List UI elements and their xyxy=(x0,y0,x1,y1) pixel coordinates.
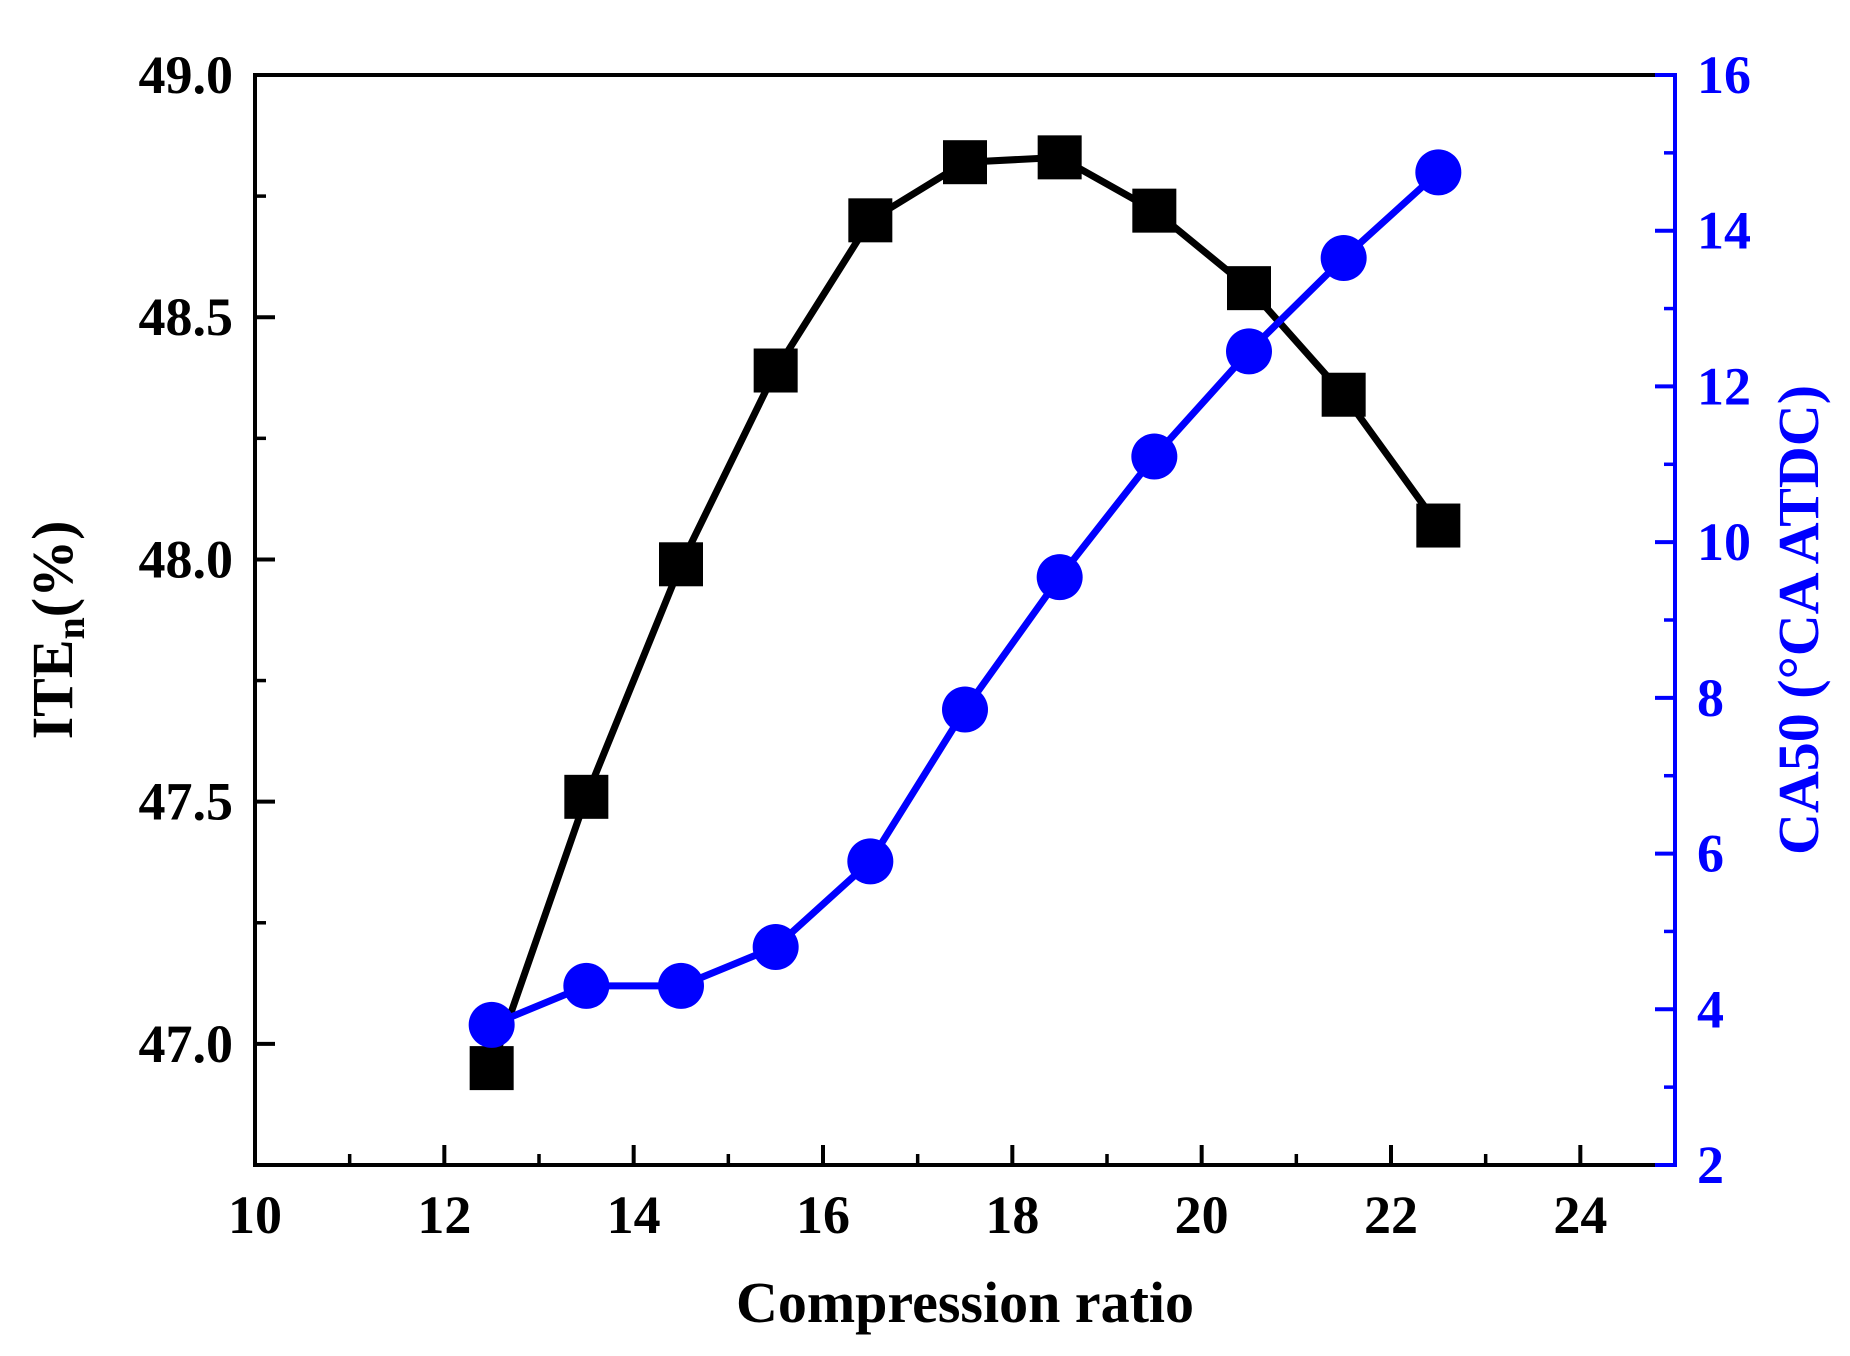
y-left-tick-label: 48.0 xyxy=(139,529,234,589)
marker-iten-square xyxy=(564,774,609,819)
marker-ca50-circle xyxy=(1131,433,1178,480)
y-right-tick-label: 14 xyxy=(1697,201,1751,261)
x-tick-label: 12 xyxy=(417,1185,471,1245)
marker-ca50-circle xyxy=(752,924,799,970)
y-left-tick-label: 47.5 xyxy=(139,772,234,832)
y-left-title-main: ITE xyxy=(20,639,85,739)
marker-ca50-circle xyxy=(847,838,894,885)
x-tick-label: 22 xyxy=(1364,1185,1418,1245)
plot-frame xyxy=(253,73,1677,1167)
marker-ca50-circle xyxy=(468,1001,515,1048)
y-left-tick-label: 49.0 xyxy=(139,45,234,105)
marker-ca50-circle xyxy=(1320,234,1367,281)
y-left-axis-title: ITEn(%) xyxy=(20,521,93,740)
x-tick-label: 20 xyxy=(1175,1185,1229,1245)
x-tick-label: 10 xyxy=(228,1185,282,1245)
marker-iten-square xyxy=(1321,372,1366,417)
y-right-tick-label: 10 xyxy=(1697,512,1751,572)
y-left-title-sub: n xyxy=(48,617,93,639)
y-right-axis-title: CA50 (°CA ATDC) xyxy=(1766,385,1831,855)
marker-iten-square xyxy=(1037,135,1082,180)
marker-iten-square xyxy=(1132,188,1177,233)
marker-iten-square xyxy=(1227,266,1271,311)
y-right-axis: 2 4 6 8 10 12 14 16 xyxy=(1655,45,1751,1195)
series-layer xyxy=(468,135,1462,1091)
y-right-tick-label: 6 xyxy=(1697,824,1724,884)
x-tick-label: 24 xyxy=(1553,1185,1607,1245)
marker-iten-square xyxy=(943,140,987,185)
x-tick-label: 14 xyxy=(607,1185,661,1245)
marker-iten-square xyxy=(753,348,798,393)
x-axis-title: Compression ratio xyxy=(736,1270,1194,1335)
marker-iten-square xyxy=(1416,503,1461,548)
series-line-ca50 xyxy=(490,169,1441,1029)
y-right-tick-label: 2 xyxy=(1697,1135,1724,1195)
y-right-tick-label: 12 xyxy=(1697,356,1751,416)
x-axis: 10 12 14 16 18 20 22 24 xyxy=(228,1145,1607,1245)
marker-iten-square xyxy=(848,198,893,243)
marker-ca50-circle xyxy=(1415,149,1462,196)
x-tick-label: 16 xyxy=(796,1185,850,1245)
marker-ca50-circle xyxy=(563,962,610,1009)
y-left-title-suffix: (%) xyxy=(20,521,85,618)
y-right-tick-label: 16 xyxy=(1697,45,1751,105)
series-line-iten xyxy=(488,153,1442,1070)
marker-ca50-circle xyxy=(942,686,988,733)
y-left-tick-label: 48.5 xyxy=(139,287,234,347)
y-right-tick-label: 4 xyxy=(1697,979,1724,1039)
marker-ca50-circle xyxy=(658,962,704,1009)
marker-ca50-circle xyxy=(1226,328,1272,375)
y-left-axis: 47.0 47.5 48.0 48.5 49.0 xyxy=(139,45,275,1074)
y-right-tick-label: 8 xyxy=(1697,668,1724,728)
marker-iten-square xyxy=(469,1046,514,1091)
marker-ca50-circle xyxy=(1036,554,1083,601)
marker-iten-square xyxy=(659,542,703,587)
x-tick-label: 18 xyxy=(985,1185,1039,1245)
y-left-tick-label: 47.0 xyxy=(139,1014,234,1074)
